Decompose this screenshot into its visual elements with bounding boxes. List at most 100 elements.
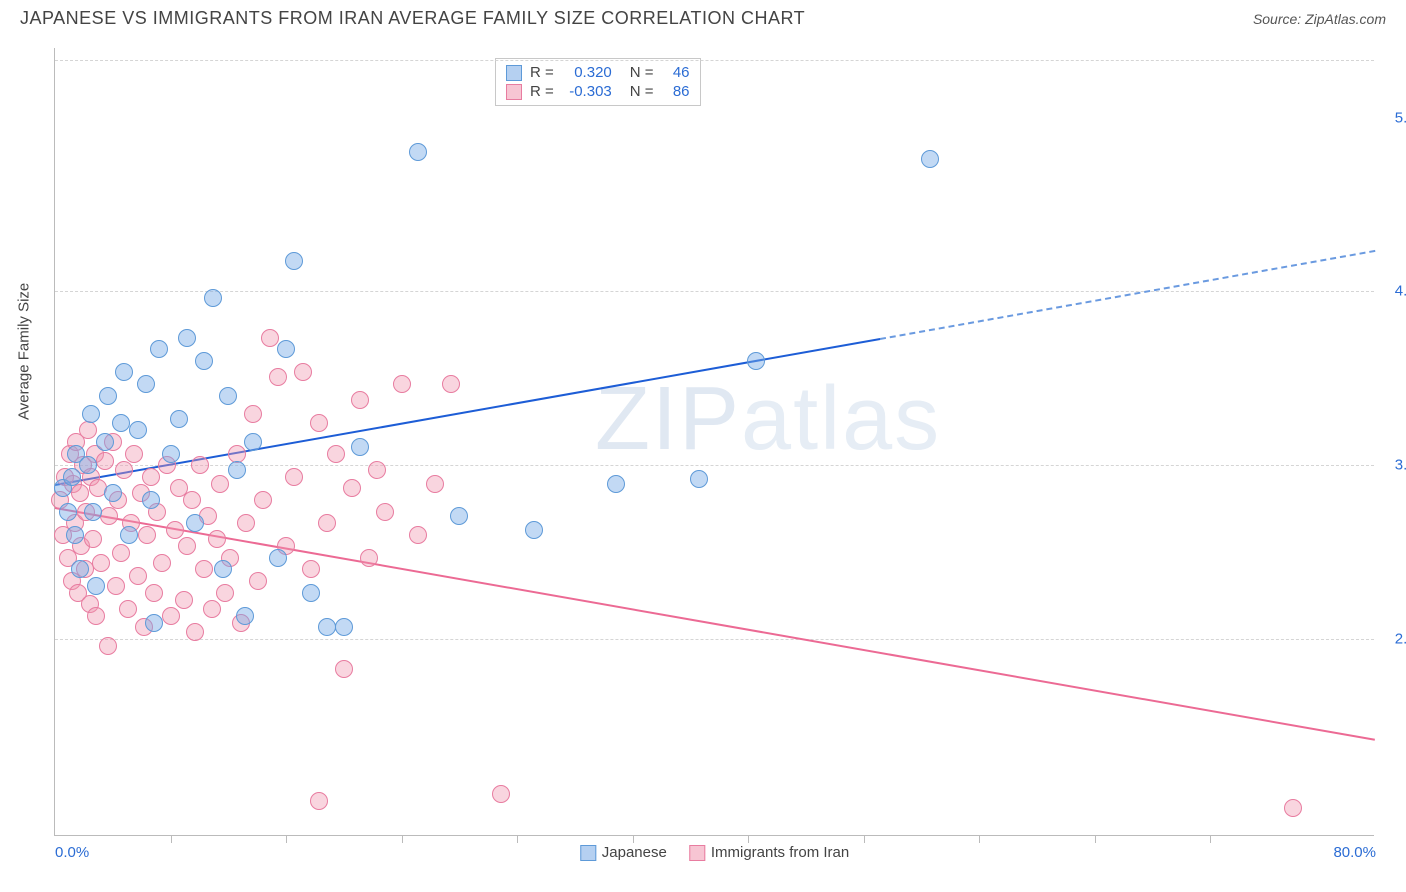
data-point-blue xyxy=(690,470,708,488)
data-point-pink xyxy=(183,491,201,509)
data-point-blue xyxy=(747,352,765,370)
y-tick-label: 2.75 xyxy=(1380,631,1406,648)
data-point-pink xyxy=(244,405,262,423)
chart-title: JAPANESE VS IMMIGRANTS FROM IRAN AVERAGE… xyxy=(20,8,805,29)
data-point-pink xyxy=(269,368,287,386)
x-tick xyxy=(402,835,403,843)
x-axis-min-label: 0.0% xyxy=(55,844,89,861)
data-point-pink xyxy=(211,475,229,493)
data-point-blue xyxy=(269,549,287,567)
x-tick xyxy=(1210,835,1211,843)
data-point-pink xyxy=(249,572,267,590)
x-tick xyxy=(1095,835,1096,843)
data-point-blue xyxy=(351,438,369,456)
data-point-blue xyxy=(104,484,122,502)
x-tick xyxy=(633,835,634,843)
data-point-pink xyxy=(318,514,336,532)
data-point-blue xyxy=(195,352,213,370)
data-point-pink xyxy=(100,507,118,525)
data-point-blue xyxy=(277,340,295,358)
legend-label: Japanese xyxy=(602,844,667,861)
data-point-blue xyxy=(921,150,939,168)
data-point-blue xyxy=(145,614,163,632)
data-point-blue xyxy=(186,514,204,532)
y-tick-label: 3.50 xyxy=(1380,457,1406,474)
watermark-light: atlas xyxy=(741,369,941,469)
grid-line xyxy=(55,291,1374,292)
data-point-blue xyxy=(99,387,117,405)
grid-line xyxy=(55,465,1374,466)
data-point-pink xyxy=(112,544,130,562)
data-point-pink xyxy=(119,600,137,618)
stat-n-value: 86 xyxy=(662,83,690,100)
data-point-blue xyxy=(150,340,168,358)
data-point-pink xyxy=(203,600,221,618)
data-point-pink xyxy=(393,375,411,393)
x-tick xyxy=(979,835,980,843)
data-point-blue xyxy=(87,577,105,595)
data-point-pink xyxy=(237,514,255,532)
legend-swatch-pink xyxy=(689,845,705,861)
data-point-pink xyxy=(107,577,125,595)
data-point-pink xyxy=(99,637,117,655)
data-point-blue xyxy=(178,329,196,347)
data-point-blue xyxy=(318,618,336,636)
data-point-blue xyxy=(115,363,133,381)
data-point-pink xyxy=(327,445,345,463)
data-point-pink xyxy=(186,623,204,641)
data-point-blue xyxy=(302,584,320,602)
data-point-pink xyxy=(96,452,114,470)
data-point-pink xyxy=(84,530,102,548)
data-point-blue xyxy=(120,526,138,544)
data-point-pink xyxy=(285,468,303,486)
data-point-pink xyxy=(115,461,133,479)
data-point-blue xyxy=(71,560,89,578)
data-point-pink xyxy=(79,421,97,439)
data-point-pink xyxy=(191,456,209,474)
data-point-blue xyxy=(112,414,130,432)
regression-line-iran xyxy=(55,507,1375,741)
data-point-pink xyxy=(442,375,460,393)
data-point-pink xyxy=(409,526,427,544)
stat-r-label: R = xyxy=(530,64,554,81)
data-point-pink xyxy=(142,468,160,486)
data-point-pink xyxy=(261,329,279,347)
data-point-blue xyxy=(142,491,160,509)
data-point-pink xyxy=(145,584,163,602)
grid-line xyxy=(55,639,1374,640)
data-point-blue xyxy=(525,521,543,539)
data-point-blue xyxy=(244,433,262,451)
correlation-stats-box: R =0.320N =46R =-0.303N =86 xyxy=(495,58,701,106)
data-point-pink xyxy=(351,391,369,409)
data-point-blue xyxy=(59,503,77,521)
data-point-blue xyxy=(129,421,147,439)
data-point-blue xyxy=(63,468,81,486)
grid-line xyxy=(55,60,1374,61)
stats-row-blue: R =0.320N =46 xyxy=(506,63,690,82)
data-point-pink xyxy=(175,591,193,609)
data-point-pink xyxy=(360,549,378,567)
stat-r-value: 0.320 xyxy=(562,64,612,81)
y-tick-label: 4.25 xyxy=(1380,283,1406,300)
x-tick xyxy=(748,835,749,843)
legend-label: Immigrants from Iran xyxy=(711,844,849,861)
x-tick xyxy=(517,835,518,843)
data-point-blue xyxy=(219,387,237,405)
regression-line-japanese-extrapolated xyxy=(880,250,1375,340)
x-axis-max-label: 80.0% xyxy=(1333,844,1376,861)
data-point-blue xyxy=(84,503,102,521)
data-point-pink xyxy=(125,445,143,463)
source-attribution: Source: ZipAtlas.com xyxy=(1253,11,1386,27)
data-point-pink xyxy=(87,607,105,625)
legend-swatch-blue xyxy=(506,65,522,81)
stat-r-label: R = xyxy=(530,83,554,100)
data-point-pink xyxy=(129,567,147,585)
data-point-blue xyxy=(228,461,246,479)
data-point-pink xyxy=(162,607,180,625)
data-point-blue xyxy=(79,456,97,474)
chart-plot-area: ZIPatlas 0.0% 80.0% R =0.320N =46R =-0.3… xyxy=(54,48,1374,836)
data-point-pink xyxy=(368,461,386,479)
data-point-blue xyxy=(162,445,180,463)
legend-swatch-blue xyxy=(580,845,596,861)
data-point-blue xyxy=(96,433,114,451)
